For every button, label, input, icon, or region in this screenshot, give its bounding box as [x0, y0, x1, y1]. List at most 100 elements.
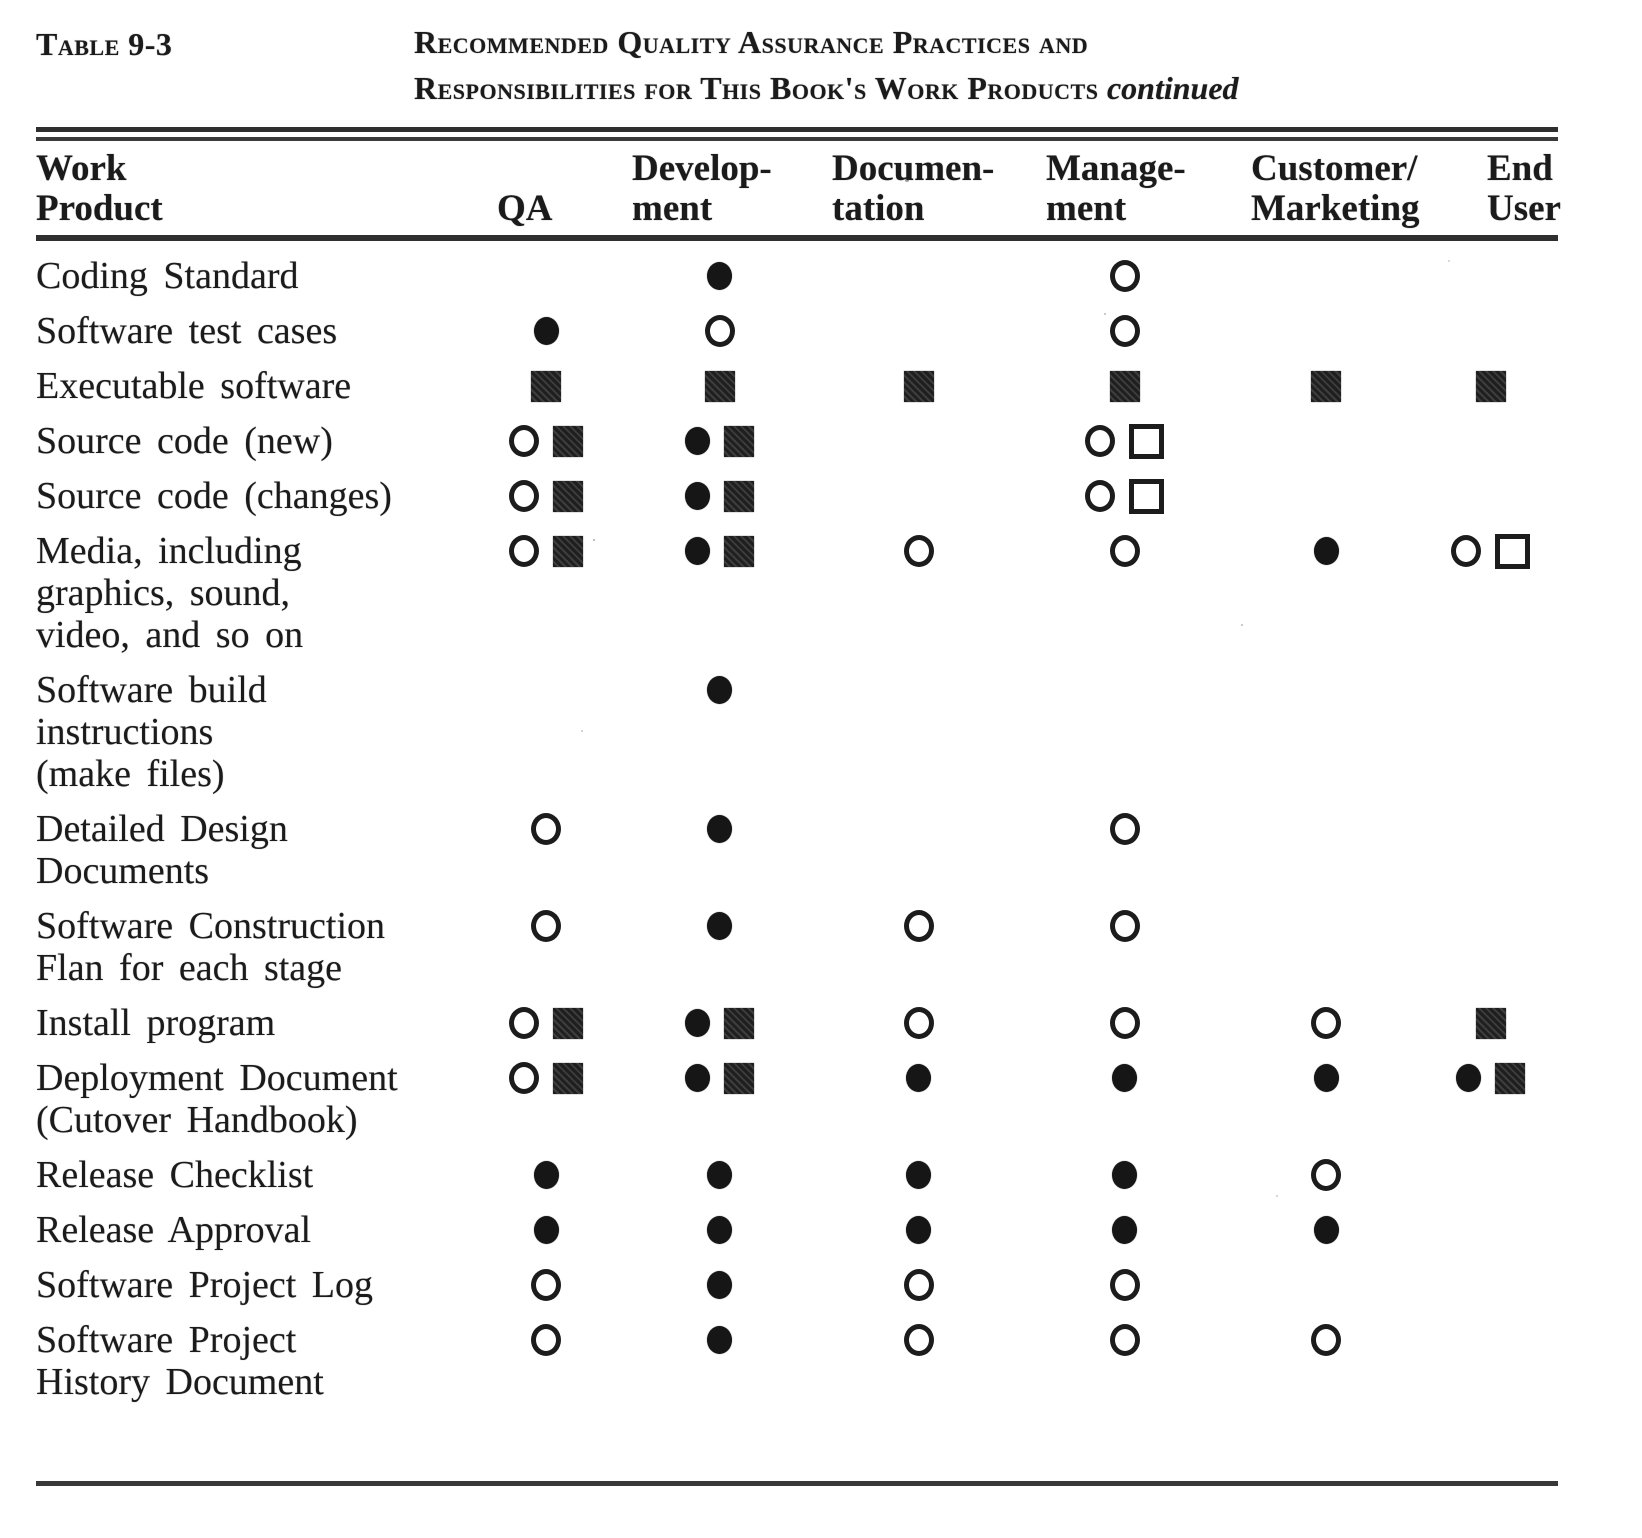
open-circle-icon: [509, 1062, 539, 1094]
filled-square-icon: [553, 1062, 583, 1094]
filled-square-icon: [724, 535, 754, 567]
table-title-line2: Responsibilities for This Book's Work Pr…: [414, 65, 1558, 111]
responsibility-cell-end-user: [1423, 1264, 1558, 1306]
table-body: Coding Standard Software test cases Execut…: [36, 241, 1642, 1403]
column-header-line1: Customer/: [1251, 148, 1418, 189]
table-bottom-rule: [36, 1481, 1558, 1486]
open-circle-icon: [903, 1269, 934, 1301]
work-product-line: (make files): [36, 753, 225, 795]
column-header-management: Manage-ment: [1020, 149, 1229, 229]
filled-square-icon: [724, 1007, 754, 1039]
filled-square-icon: [1475, 1007, 1506, 1039]
responsibility-cell-end-user: [1423, 1057, 1558, 1099]
work-product-line: Executable software: [36, 365, 352, 407]
filled-circle-icon: [707, 1161, 732, 1189]
responsibility-cell-qa: [470, 1209, 622, 1251]
open-circle-icon: [1109, 1324, 1140, 1356]
responsibility-cell-customer-marketing: [1229, 420, 1423, 462]
table-row: Detailed Design Documents: [36, 808, 1558, 892]
responsibility-cell-documentation: [817, 905, 1020, 947]
responsibility-cell-management: [1020, 1154, 1229, 1196]
table-row: Software Project History Document: [36, 1319, 1558, 1403]
responsibility-cell-management: [1020, 420, 1229, 462]
filled-circle-icon: [707, 1271, 732, 1299]
filled-square-icon: [553, 535, 583, 567]
filled-square-icon: [1475, 370, 1506, 402]
work-product-line: graphics, sound,: [36, 572, 291, 614]
column-header-line2: ment: [1046, 188, 1127, 229]
filled-square-icon: [724, 425, 754, 457]
table-title-line2-text: Responsibilities for This Book's Work Pr…: [414, 70, 1099, 106]
table-row: Software Project Log: [36, 1264, 1558, 1306]
responsibility-cell-end-user: [1423, 310, 1558, 352]
open-circle-icon: [1109, 535, 1140, 567]
open-circle-icon: [531, 813, 561, 845]
work-product-line: Detailed Design: [36, 808, 288, 850]
work-product-line: Install program: [36, 1002, 276, 1044]
table-label: Table 9-3: [36, 26, 173, 62]
responsibility-cell-management: [1020, 808, 1229, 850]
open-circle-icon: [509, 535, 539, 567]
column-header-line2: tation: [832, 188, 925, 229]
open-circle-icon: [1109, 910, 1140, 942]
filled-circle-icon: [685, 427, 710, 455]
responsibility-cell-documentation: [817, 808, 1020, 850]
open-circle-icon: [704, 315, 735, 347]
responsibility-cell-documentation: [817, 420, 1020, 462]
responsibility-cell-management: [1020, 1209, 1229, 1251]
responsibility-cell-management: [1020, 1002, 1229, 1044]
responsibility-cell-customer-marketing: [1229, 669, 1423, 711]
responsibility-cell-development: [622, 1002, 817, 1044]
responsibility-cell-development: [622, 475, 817, 517]
work-product-name: Software build instructions (make files): [36, 669, 470, 795]
responsibility-cell-development: [622, 905, 817, 947]
filled-square-icon: [1311, 370, 1341, 402]
responsibility-cell-documentation: [817, 1002, 1020, 1044]
filled-circle-icon: [707, 815, 732, 843]
responsibility-cell-development: [622, 1319, 817, 1361]
responsibility-cell-development: [622, 420, 817, 462]
responsibility-cell-qa: [470, 808, 622, 850]
work-product-name: Release Approval: [36, 1209, 470, 1251]
table-row: Source code (new): [36, 420, 1558, 462]
filled-circle-icon: [1112, 1064, 1137, 1092]
responsibility-cell-qa: [470, 1264, 622, 1306]
table-header-row: Work Product QA Develop-ment Documen-tation M…: [36, 141, 1561, 229]
open-circle-icon: [1109, 1269, 1140, 1301]
responsibility-cell-management: [1020, 1319, 1229, 1361]
work-product-line: Source code (changes): [36, 475, 392, 517]
table-row: Software Construction Flan for each stage: [36, 905, 1558, 989]
work-product-line: Software build: [36, 669, 267, 711]
table-title: Recommended Quality Assurance Practices …: [414, 19, 1558, 111]
responsibility-cell-qa: [470, 365, 622, 407]
responsibility-cell-customer-marketing: [1229, 365, 1423, 407]
open-circle-icon: [531, 1269, 561, 1301]
work-product-name: Install program: [36, 1002, 470, 1044]
responsibility-cell-management: [1020, 1264, 1229, 1306]
filled-circle-icon: [707, 912, 732, 940]
column-header-line1: Documen-: [832, 148, 995, 189]
column-header-line1: End: [1487, 148, 1553, 189]
responsibility-cell-documentation: [817, 1264, 1020, 1306]
column-header-line1: Work: [36, 148, 127, 189]
column-header-end-user: End User: [1423, 148, 1561, 229]
responsibility-cell-management: [1020, 905, 1229, 947]
responsibility-cell-management: [1020, 365, 1229, 407]
filled-square-icon: [553, 425, 583, 457]
responsibility-cell-qa: [470, 905, 622, 947]
work-product-name: Software Project History Document: [36, 1319, 470, 1403]
column-header-line2: Marketing: [1251, 188, 1420, 229]
work-product-name: Software test cases: [36, 310, 470, 352]
open-circle-icon: [509, 1007, 539, 1039]
responsibility-cell-customer-marketing: [1229, 905, 1423, 947]
work-product-name: Executable software: [36, 365, 470, 407]
table-row: Coding Standard: [36, 255, 1558, 297]
open-square-icon: [1129, 478, 1164, 514]
open-circle-icon: [1311, 1007, 1341, 1039]
responsibility-cell-management: [1020, 669, 1229, 711]
work-product-name: Coding Standard: [36, 255, 470, 297]
responsibility-cell-qa: [470, 1154, 622, 1196]
work-product-name: Software Project Log: [36, 1264, 470, 1306]
open-circle-icon: [1311, 1324, 1341, 1356]
